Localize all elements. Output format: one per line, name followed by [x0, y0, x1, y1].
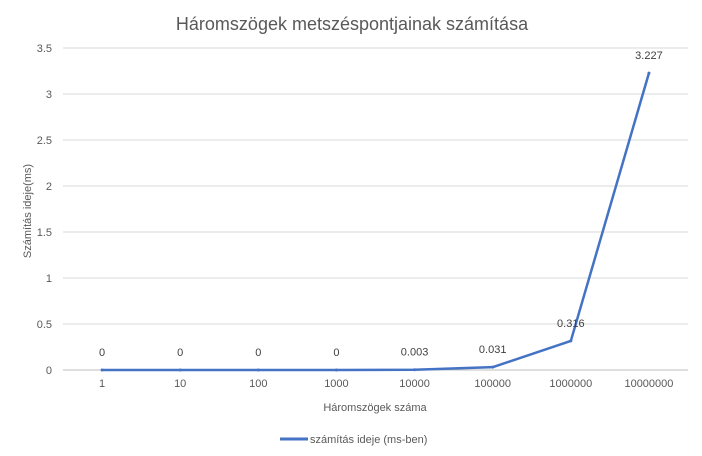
y-tick-label: 0.5 [37, 319, 52, 331]
gridlines [63, 47, 688, 371]
legend: számítás ideje (ms-ben) [280, 434, 427, 446]
data-label: 0 [255, 347, 261, 359]
y-axis-ticks: 0 0.5 1 1.5 2 2.5 3 3.5 [37, 43, 52, 377]
y-tick-label: 1 [46, 273, 52, 285]
data-labels: 0 0 0 0 0.003 0.031 0.316 3.227 [99, 50, 663, 359]
y-tick-label: 0 [46, 365, 52, 377]
data-point [569, 339, 573, 343]
data-point [413, 368, 417, 372]
x-tick-label: 10 [174, 378, 186, 390]
series-line [100, 71, 651, 372]
x-axis-ticks: 1 10 100 1000 10000 100000 1000000 10000000 [99, 378, 673, 390]
data-point [334, 368, 338, 372]
data-label: 0 [333, 347, 339, 359]
data-point [256, 368, 260, 372]
x-tick-label: 100000 [474, 378, 511, 390]
y-tick-label: 3.5 [37, 43, 52, 55]
y-tick-label: 2 [46, 181, 52, 193]
x-tick-label: 100 [249, 378, 267, 390]
x-tick-label: 10000 [399, 378, 430, 390]
x-axis-title: Háromszögek száma [323, 402, 427, 414]
x-tick-label: 1 [99, 378, 105, 390]
data-point [647, 71, 651, 75]
y-axis-title: Számítás ideje(ms) [22, 164, 34, 258]
x-tick-label: 1000 [324, 378, 348, 390]
data-point [178, 368, 182, 372]
data-label: 0 [99, 347, 105, 359]
data-label: 0.031 [479, 344, 507, 356]
y-tick-label: 2.5 [37, 135, 52, 147]
legend-label: számítás ideje (ms-ben) [310, 434, 427, 446]
chart-title: Háromszögek metszéspontjainak számítása [176, 14, 529, 34]
data-label: 0.316 [557, 318, 585, 330]
y-tick-label: 3 [46, 89, 52, 101]
y-tick-label: 1.5 [37, 227, 52, 239]
series-group [100, 71, 651, 372]
data-point [491, 365, 495, 369]
x-tick-label: 10000000 [624, 378, 673, 390]
x-tick-label: 1000000 [549, 378, 592, 390]
data-label: 3.227 [635, 50, 663, 62]
data-label: 0.003 [401, 347, 429, 359]
data-point [100, 368, 104, 372]
data-label: 0 [177, 347, 183, 359]
